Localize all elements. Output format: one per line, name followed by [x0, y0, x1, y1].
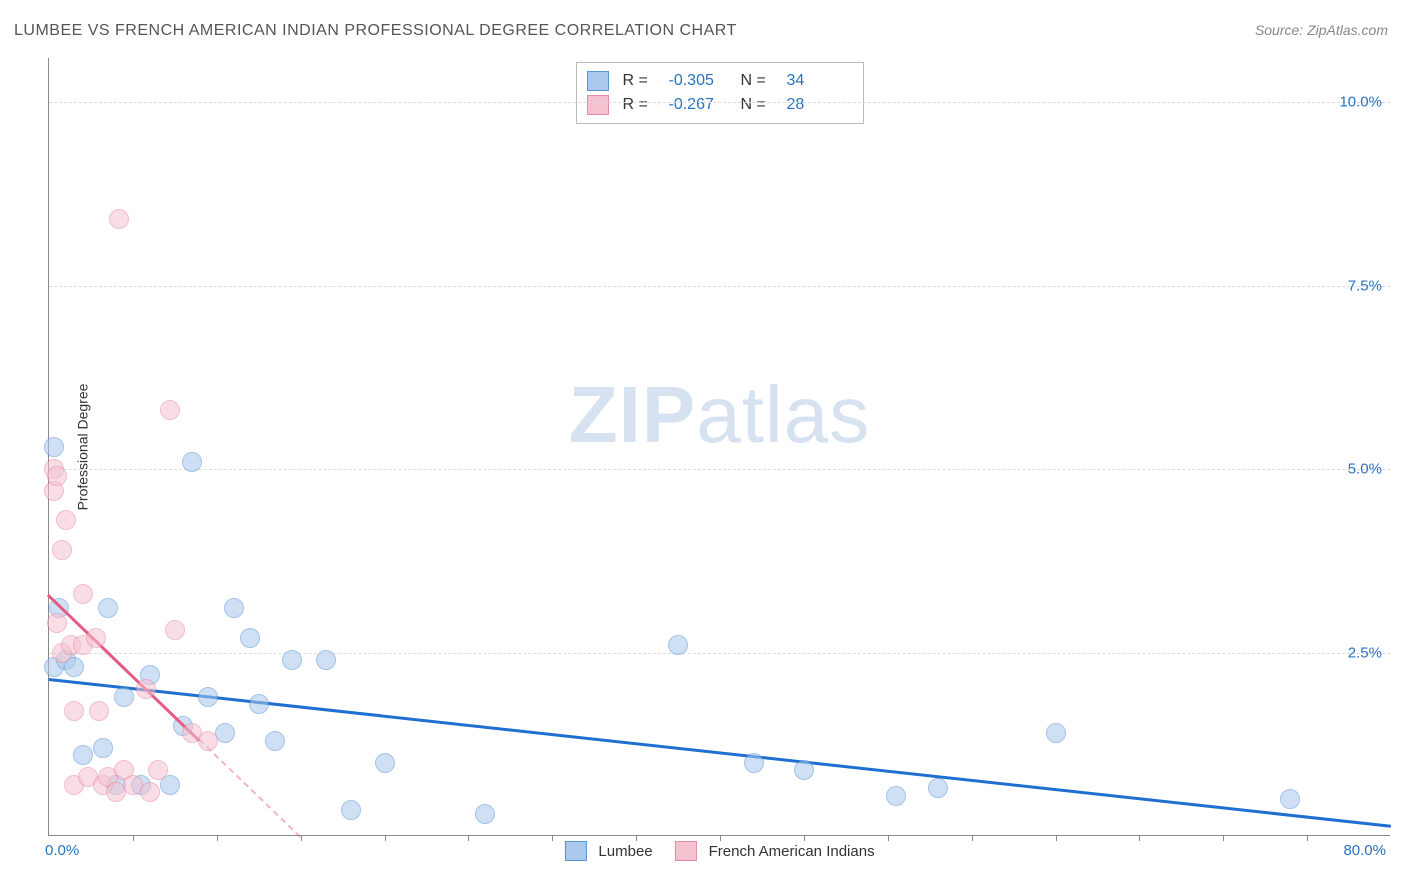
data-point: [73, 745, 93, 765]
data-point: [198, 731, 218, 751]
x-tick: [972, 835, 973, 841]
legend-item: Lumbee: [564, 841, 652, 861]
data-point: [794, 760, 814, 780]
data-point: [265, 731, 285, 751]
x-axis-max-label: 80.0%: [1343, 842, 1386, 859]
x-tick: [636, 835, 637, 841]
x-tick: [1307, 835, 1308, 841]
data-point: [109, 209, 129, 229]
data-point: [47, 613, 67, 633]
legend-swatch: [587, 95, 609, 115]
watermark: ZIPatlas: [569, 369, 870, 461]
data-point: [668, 635, 688, 655]
data-point: [86, 628, 106, 648]
x-tick: [804, 835, 805, 841]
legend-n-label: N =: [741, 69, 777, 93]
x-axis-origin-label: 0.0%: [45, 842, 79, 859]
legend-n-label: N =: [741, 93, 777, 117]
data-point: [182, 452, 202, 472]
legend-series-name: French American Indians: [709, 843, 875, 860]
legend-swatch: [564, 841, 586, 861]
legend-n-value: 28: [787, 93, 849, 117]
gridline: [49, 469, 1390, 470]
x-tick: [1056, 835, 1057, 841]
data-point: [140, 782, 160, 802]
x-tick: [133, 835, 134, 841]
y-tick-label: 10.0%: [1331, 94, 1382, 111]
data-point: [744, 753, 764, 773]
x-tick: [301, 835, 302, 841]
data-point: [160, 400, 180, 420]
trend-line: [199, 739, 301, 837]
data-point: [114, 687, 134, 707]
data-point: [64, 701, 84, 721]
legend-r-value: -0.267: [669, 93, 731, 117]
watermark-bold: ZIP: [569, 370, 696, 459]
x-tick: [720, 835, 721, 841]
data-point: [136, 679, 156, 699]
watermark-rest: atlas: [696, 370, 870, 459]
x-tick: [385, 835, 386, 841]
data-point: [165, 620, 185, 640]
legend-r-label: R =: [623, 93, 659, 117]
gridline: [49, 102, 1390, 103]
data-point: [89, 701, 109, 721]
legend-series-name: Lumbee: [598, 843, 652, 860]
correlation-legend: R = -0.305 N = 34 R = -0.267 N = 28: [576, 62, 864, 124]
legend-r-label: R =: [623, 69, 659, 93]
gridline: [49, 286, 1390, 287]
data-point: [148, 760, 168, 780]
data-point: [1280, 789, 1300, 809]
data-point: [198, 687, 218, 707]
x-tick: [1223, 835, 1224, 841]
series-legend: Lumbee French American Indians: [564, 841, 874, 861]
data-point: [475, 804, 495, 824]
y-tick-label: 2.5%: [1340, 644, 1382, 661]
x-tick: [888, 835, 889, 841]
y-tick-label: 5.0%: [1340, 461, 1382, 478]
data-point: [1046, 723, 1066, 743]
y-tick-label: 7.5%: [1340, 277, 1382, 294]
data-point: [98, 598, 118, 618]
data-point: [240, 628, 260, 648]
x-tick: [552, 835, 553, 841]
legend-swatch: [587, 71, 609, 91]
legend-r-value: -0.305: [669, 69, 731, 93]
data-point: [341, 800, 361, 820]
data-point: [928, 778, 948, 798]
data-point: [93, 738, 113, 758]
data-point: [73, 584, 93, 604]
legend-item: French American Indians: [675, 841, 875, 861]
data-point: [44, 437, 64, 457]
data-point: [249, 694, 269, 714]
data-point: [56, 510, 76, 530]
x-tick: [217, 835, 218, 841]
data-point: [224, 598, 244, 618]
x-tick: [1139, 835, 1140, 841]
gridline: [49, 653, 1390, 654]
x-tick: [468, 835, 469, 841]
plot-area: Professional Degree ZIPatlas R = -0.305 N …: [48, 58, 1390, 836]
data-point: [282, 650, 302, 670]
source-label: Source: ZipAtlas.com: [1255, 22, 1388, 38]
data-point: [316, 650, 336, 670]
legend-row: R = -0.267 N = 28: [587, 93, 849, 117]
chart-title: LUMBEE VS FRENCH AMERICAN INDIAN PROFESS…: [14, 22, 737, 40]
legend-swatch: [675, 841, 697, 861]
data-point: [47, 466, 67, 486]
data-point: [52, 540, 72, 560]
legend-row: R = -0.305 N = 34: [587, 69, 849, 93]
data-point: [886, 786, 906, 806]
legend-n-value: 34: [787, 69, 849, 93]
y-axis-title: Professional Degree: [74, 383, 90, 510]
data-point: [375, 753, 395, 773]
